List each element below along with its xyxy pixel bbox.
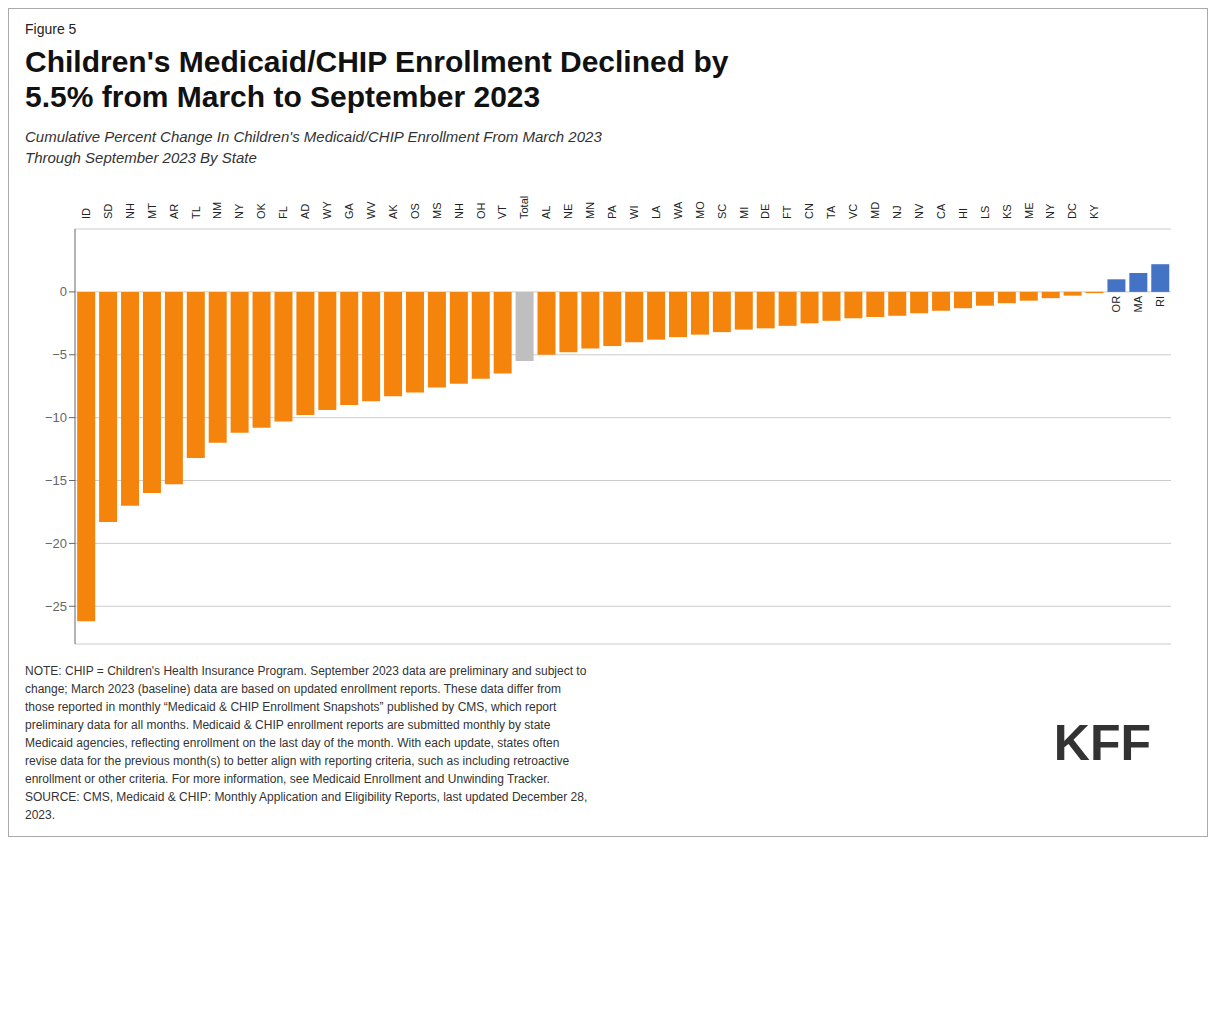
svg-text:AD: AD [299,204,311,219]
svg-text:MA: MA [1132,295,1144,312]
svg-text:TL: TL [190,206,202,219]
svg-text:LS: LS [979,206,991,219]
svg-text:OH: OH [475,202,487,219]
svg-text:AR: AR [168,204,180,219]
svg-text:MN: MN [584,202,596,219]
svg-text:NM: NM [211,202,223,219]
svg-text:CA: CA [935,203,947,219]
svg-text:CN: CN [803,203,815,219]
svg-text:−20: −20 [45,536,67,551]
svg-text:OK: OK [255,202,267,219]
svg-text:AK: AK [387,204,399,219]
svg-text:ID: ID [80,208,92,219]
svg-text:MT: MT [146,203,158,219]
svg-text:FT: FT [781,205,793,219]
svg-text:Total: Total [518,196,530,219]
svg-text:OS: OS [409,203,421,219]
svg-text:VC: VC [847,204,859,219]
svg-text:SC: SC [716,204,728,219]
html-text:KFF: KFF [1053,715,1151,771]
svg-text:LA: LA [650,205,662,219]
html-text:NOTE: CHIP = Children's Health: NOTE: CHIP = Children's Health Insurance… [25,664,588,822]
svg-text:−10: −10 [45,410,67,425]
svg-text:WY: WY [321,201,333,219]
svg-text:NH: NH [124,203,136,219]
svg-text:NY: NY [233,203,245,219]
svg-text:NE: NE [562,204,574,219]
svg-text:DC: DC [1066,203,1078,219]
svg-text:RI: RI [1154,296,1166,307]
svg-text:PA: PA [606,204,618,219]
svg-text:WV: WV [365,201,377,219]
svg-text:NH: NH [453,203,465,219]
svg-text:AL: AL [540,206,552,219]
html-text:Cumulative Percent Change In C: Cumulative Percent Change In Children's … [25,128,602,166]
svg-text:−5: −5 [52,347,67,362]
html-text:Figure 5: Figure 5 [25,21,77,37]
svg-text:SD: SD [102,204,114,219]
svg-text:MS: MS [431,203,443,220]
svg-text:−25: −25 [45,599,67,614]
svg-text:MO: MO [694,201,706,219]
svg-text:MI: MI [738,207,750,219]
svg-text:MD: MD [869,202,881,219]
svg-text:FL: FL [277,206,289,219]
svg-text:ME: ME [1023,203,1035,220]
svg-text:KS: KS [1001,204,1013,219]
svg-text:GA: GA [343,202,355,219]
svg-text:NV: NV [913,203,925,219]
svg-text:WI: WI [628,206,640,219]
svg-text:NJ: NJ [891,206,903,219]
svg-text:DE: DE [759,204,771,219]
html-text:Children's Medicaid/CHIP Enrol: Children's Medicaid/CHIP Enrollment Decl… [25,45,729,113]
svg-text:OR: OR [1110,296,1122,313]
svg-text:−15: −15 [45,473,67,488]
svg-text:KY: KY [1088,204,1100,219]
svg-text:NY: NY [1044,203,1056,219]
svg-text:TA: TA [825,205,837,219]
svg-text:VT: VT [496,205,508,219]
svg-text:HI: HI [957,208,969,219]
svg-text:WA: WA [672,201,684,219]
svg-text:0: 0 [60,284,67,299]
